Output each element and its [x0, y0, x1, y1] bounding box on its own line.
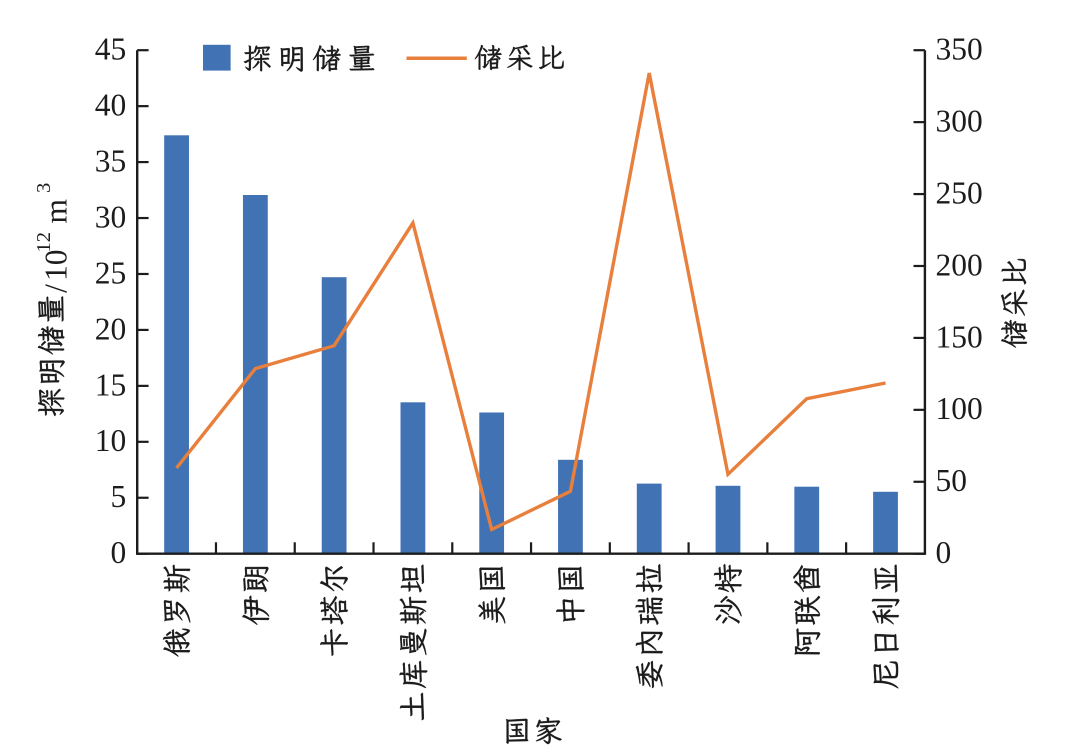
svg-text:5: 5	[110, 479, 126, 514]
svg-text:150: 150	[936, 319, 983, 354]
svg-text:20: 20	[95, 311, 127, 346]
svg-text:25: 25	[95, 255, 127, 290]
svg-text:10: 10	[39, 250, 74, 282]
svg-text:50: 50	[936, 463, 968, 498]
svg-text:100: 100	[936, 391, 983, 426]
svg-text:/: /	[39, 284, 74, 293]
svg-text:3: 3	[33, 183, 55, 193]
svg-text:35: 35	[95, 144, 127, 179]
svg-text:10: 10	[95, 423, 127, 458]
svg-text:300: 300	[936, 104, 983, 139]
svg-text:0: 0	[936, 535, 952, 570]
svg-text:40: 40	[95, 88, 127, 123]
svg-text:12: 12	[33, 232, 55, 253]
svg-text:0: 0	[110, 535, 126, 570]
svg-text:350: 350	[936, 32, 983, 67]
svg-text:m: m	[39, 199, 74, 224]
svg-text:15: 15	[95, 367, 127, 402]
svg-text:200: 200	[936, 247, 983, 282]
svg-text:30: 30	[95, 199, 127, 234]
svg-text:45: 45	[95, 32, 127, 67]
svg-text:250: 250	[936, 176, 983, 211]
